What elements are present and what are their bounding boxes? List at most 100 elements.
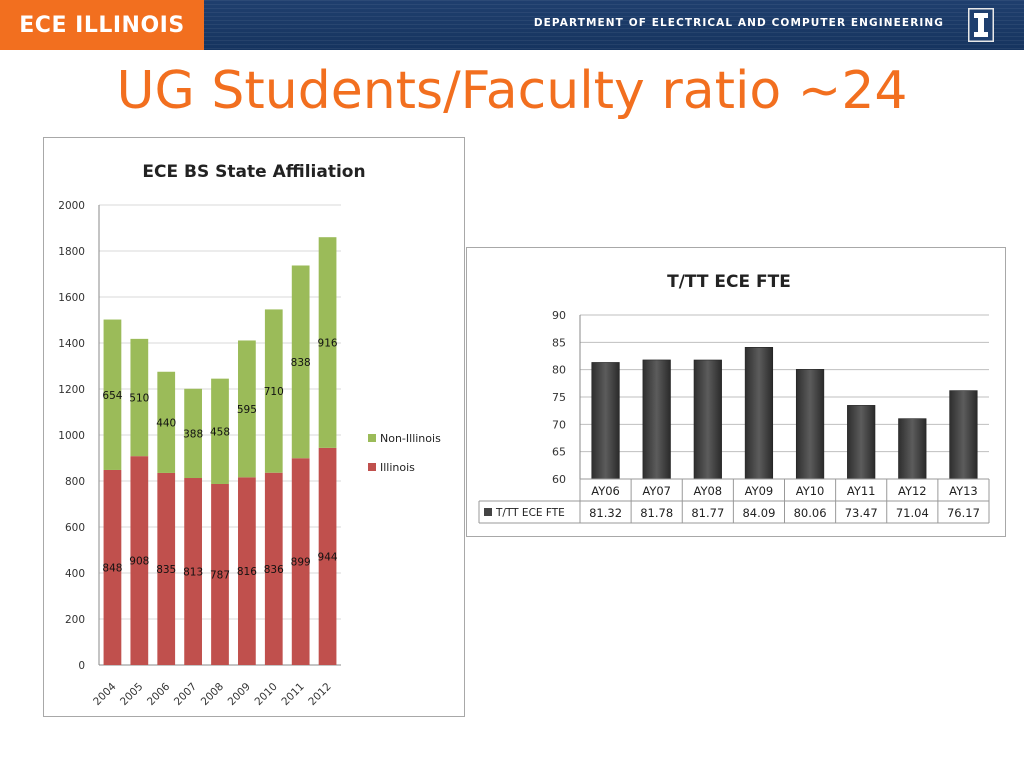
y-tick-label: 65 [552,446,566,459]
table-value: 71.04 [896,506,929,520]
ece-illinois-logo[interactable]: ECE ILLINOIS [0,0,204,50]
chart-title: T/TT ECE FTE [667,272,791,292]
legend-label-fte: T/TT ECE FTE [495,507,565,519]
bar-illinois [264,472,283,665]
data-label-illinois: 835 [156,564,176,576]
data-label-illinois: 813 [183,567,203,579]
x-tick-label: 2012 [306,681,333,708]
data-label-non-illinois: 458 [210,426,230,438]
bar-non-illinois [291,265,310,459]
x-tick-label: 2008 [199,681,226,708]
y-tick-label: 75 [552,391,566,404]
y-tick-label: 1200 [58,384,85,396]
illinois-i-icon [968,8,994,42]
bar-illinois [157,472,176,665]
header-bar: ECE ILLINOIS DEPARTMENT OF ELECTRICAL AN… [0,0,1024,50]
data-label-non-illinois: 510 [129,393,149,405]
y-tick-label: 800 [65,476,85,488]
data-label-non-illinois: 440 [156,417,176,429]
x-tick-label: AY06 [591,484,620,498]
header-stripes [204,0,1024,50]
y-tick-label: 80 [552,364,566,377]
data-label-illinois: 908 [129,556,149,568]
y-tick-label: 85 [552,336,566,349]
bar-fte [847,405,876,480]
table-value: 73.47 [845,506,878,520]
table-value: 80.06 [794,506,827,520]
data-label-illinois: 848 [102,562,122,574]
x-tick-label: AY07 [642,484,671,498]
state-affiliation-chart: ECE BS State Affiliation 0 200 400 600 800 100… [58,162,441,708]
bar-illinois [238,477,256,665]
data-label-non-illinois: 838 [291,357,311,369]
chart-title: ECE BS State Affiliation [142,162,365,182]
y-tick-label: 70 [552,418,566,431]
bar-non-illinois [238,340,256,478]
department-name: DEPARTMENT OF ELECTRICAL AND COMPUTER EN… [533,17,944,29]
legend-swatch-illinois [368,463,376,471]
state-affiliation-chart-frame: ECE BS State Affiliation 0 200 400 600 800 100… [43,137,465,717]
x-tick-label: AY10 [796,484,825,498]
x-tick-label: AY09 [745,484,774,498]
x-tick-label: AY08 [693,484,722,498]
data-label-non-illinois: 710 [264,386,284,398]
x-tick-label: 2009 [226,681,253,708]
bar-non-illinois [103,319,122,470]
logo-text: ECE ILLINOIS [19,12,185,38]
data-label-illinois: 899 [291,557,311,569]
bar-non-illinois [184,388,202,479]
legend-label-illinois: Illinois [380,461,415,474]
y-tick-label: 60 [552,473,566,486]
legend-swatch-fte [484,508,492,516]
y-tick-label: 2000 [58,200,85,212]
bar-non-illinois [264,309,283,473]
bar-non-illinois [157,371,176,473]
y-tick-label: 90 [552,309,566,322]
bar-illinois [291,458,310,665]
x-tick-label: 2011 [279,681,306,708]
bar-non-illinois [211,378,229,484]
table-value: 81.32 [589,506,622,520]
legend-swatch-non-illinois [368,434,376,442]
data-label-non-illinois: 595 [237,404,257,416]
x-tick-label: 2004 [91,680,119,708]
fte-chart: T/TT ECE FTE 60 65 70 75 80 85 90 AY06 81.32 AY07 8… [478,272,990,524]
data-label-illinois: 944 [318,551,338,563]
y-tick-label: 1000 [58,430,85,442]
bar-fte [642,359,671,480]
legend-label-non-illinois: Non-Illinois [380,432,441,445]
table-value: 81.77 [691,506,724,520]
data-label-non-illinois: 388 [183,428,203,440]
table-value: 76.17 [947,506,980,520]
x-tick-label: AY12 [898,484,927,498]
y-tick-label: 1600 [58,292,85,304]
bar-fte [795,369,825,480]
x-tick-label: 2006 [145,680,173,708]
data-label-non-illinois: 654 [102,390,122,402]
data-label-illinois: 816 [237,566,257,578]
y-tick-label: 400 [65,568,85,580]
data-label-non-illinois: 916 [318,338,338,350]
bar-non-illinois [318,237,337,448]
bar-fte [898,418,927,480]
data-label-illinois: 836 [264,564,284,576]
y-tick-label: 200 [65,614,85,626]
y-tick-label: 600 [65,522,85,534]
bar-illinois [103,469,122,665]
bar-fte [693,359,722,480]
bar-fte [591,362,620,480]
x-tick-label: AY11 [847,484,876,498]
bar-illinois [318,447,337,665]
bar-illinois [211,483,229,665]
x-tick-label: AY13 [949,484,978,498]
table-value: 81.78 [640,506,673,520]
bar-fte [744,347,774,480]
y-tick-label: 1800 [58,246,85,258]
data-label-illinois: 787 [210,569,230,581]
bar-illinois [184,478,202,665]
y-tick-label: 0 [78,660,85,672]
table-value: 84.09 [742,506,775,520]
x-tick-label: 2005 [118,681,145,708]
bar-non-illinois [130,338,149,457]
bar-fte [949,390,978,480]
